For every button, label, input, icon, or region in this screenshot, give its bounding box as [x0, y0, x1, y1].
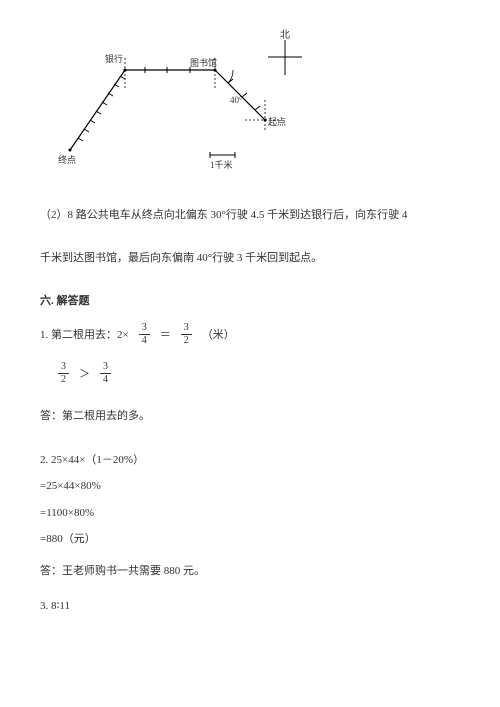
q1-cmp-right: 3 4	[100, 361, 111, 386]
frac-numerator: 3	[139, 322, 150, 335]
start-label: 起点	[268, 115, 286, 128]
frac-denominator: 4	[139, 335, 150, 347]
q2-line4: =880（元）	[40, 527, 460, 551]
section-6-header: 六. 解答题	[40, 292, 460, 308]
bank-label: 银行	[105, 52, 123, 65]
q2-line3: =1100×80%	[40, 501, 460, 525]
q1-frac2: 3 2	[181, 322, 192, 347]
q1-comparison: 3 2 ＞ 3 4	[54, 361, 460, 386]
frac-denominator: 4	[100, 374, 111, 386]
end-label: 终点	[58, 153, 76, 166]
problem-2-text-cont: 千米到达图书馆，最后向东偏南 40°行驶 3 千米回到起点。	[40, 243, 460, 274]
frac-numerator: 3	[100, 361, 111, 374]
q2-line2: =25×44×80%	[40, 474, 460, 498]
angle-label: 40°	[230, 95, 243, 105]
q1-expression: 1. 第二根用去：2× 3 4 ＝ 3 2 （米）	[40, 322, 460, 347]
q2-line1: 2. 25×44×（1－20%）	[40, 448, 460, 472]
frac-numerator: 3	[181, 322, 192, 335]
greater-than-sign: ＞	[79, 365, 90, 381]
q1-prefix: 1. 第二根用去：2×	[40, 326, 129, 342]
q3-text: 3. 8∶11	[40, 594, 460, 618]
frac-denominator: 2	[58, 374, 69, 386]
scale-label: 1千米	[210, 158, 233, 171]
q1-cmp-left: 3 2	[58, 361, 69, 386]
problem-2-text: （2）8 路公共电车从终点向北偏东 30°行驶 4.5 千米到达银行后，向东行驶…	[40, 200, 460, 231]
frac-denominator: 2	[181, 335, 192, 347]
route-diagram: 北 银行 图书馆 40° 起点 终点 1千米	[50, 30, 330, 180]
q2-answer: 答：王老师购书一共需要 880 元。	[40, 557, 460, 586]
q1-unit: （米）	[202, 326, 235, 342]
frac-numerator: 3	[58, 361, 69, 374]
library-label: 图书馆	[190, 56, 217, 69]
q1-frac1: 3 4	[139, 322, 150, 347]
compass-north-label: 北	[280, 26, 290, 41]
equals-sign: ＝	[160, 326, 171, 342]
q1-answer: 答：第二根用去的多。	[40, 402, 460, 431]
